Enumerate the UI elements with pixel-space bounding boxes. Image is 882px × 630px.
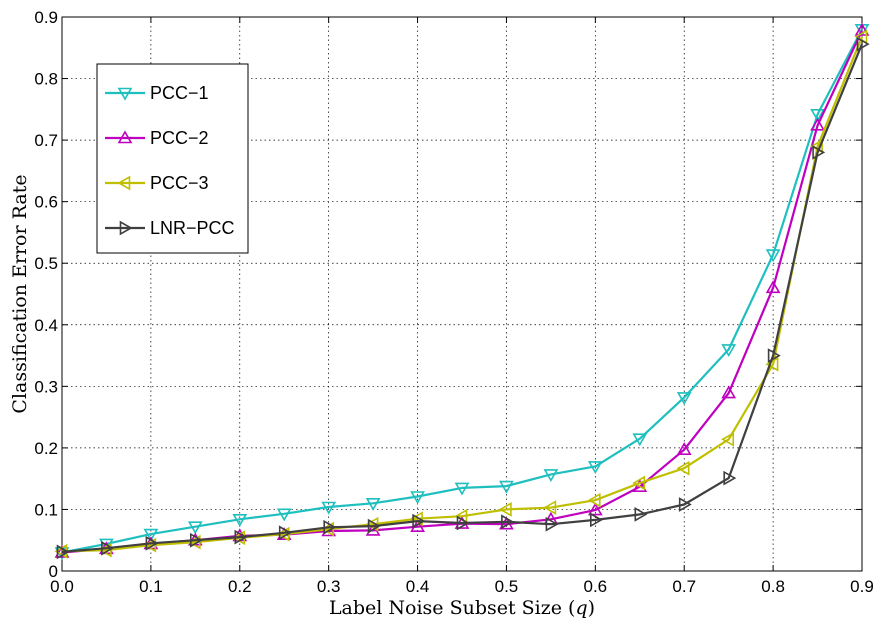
y-axis-ticks: 0 0.1 0.2 0.3 0.4 0.5 0.6 0.7 0.8 0.9 [34, 8, 862, 581]
data-point [501, 514, 515, 530]
y-tick-label: 0.5 [34, 254, 58, 273]
legend-label: PCC−1 [150, 83, 209, 103]
data-point [723, 470, 737, 486]
data-point [365, 497, 381, 511]
legend-item: PCC−1 [105, 83, 209, 103]
series-line [61, 28, 863, 554]
data-point [854, 22, 870, 36]
data-point [145, 535, 159, 551]
legend-label: LNR−PCC [150, 218, 235, 238]
legend-marker [117, 175, 131, 191]
y-tick-label: 0 [49, 562, 58, 581]
data-point [454, 482, 470, 496]
data-point [676, 392, 692, 406]
x-tick-label: 0.0 [50, 577, 74, 596]
data-point [234, 529, 248, 545]
data-point [276, 508, 292, 522]
data-point [232, 513, 248, 527]
data-point [367, 518, 381, 534]
legend-marker [117, 87, 133, 101]
data-point [410, 491, 425, 505]
data-point [321, 501, 337, 515]
y-tick-label: 0.4 [34, 316, 58, 335]
data-point [856, 36, 870, 52]
legend-item: PCC−3 [105, 173, 209, 193]
data-point [765, 356, 779, 372]
data-point [587, 502, 603, 516]
data-point [321, 521, 335, 537]
data-point [634, 507, 648, 522]
x-tick-label: 0.4 [406, 577, 430, 596]
x-tick-label: 0.7 [672, 577, 696, 596]
data-point [765, 280, 781, 294]
data-point [143, 537, 157, 553]
plot-frame [61, 16, 863, 572]
y-tick-label: 0.8 [34, 70, 58, 89]
data-point [767, 348, 781, 363]
data-point [632, 433, 648, 447]
x-tick-label: 0.8 [761, 577, 785, 596]
data-point [589, 512, 603, 528]
data-point [765, 249, 781, 263]
data-point [278, 525, 292, 541]
y-tick-label: 0.3 [34, 377, 58, 396]
data-point [98, 542, 112, 558]
data-point [721, 431, 735, 447]
data-point [721, 385, 737, 399]
x-tick-label: 0.6 [584, 577, 608, 596]
series-4 [56, 36, 870, 560]
y-tick-label: 0.7 [34, 131, 58, 150]
data-point [56, 544, 70, 560]
series-line [61, 43, 864, 553]
data-point [498, 502, 512, 517]
data-point [412, 513, 426, 529]
y-tick-label: 0.2 [34, 439, 58, 458]
data-point [499, 480, 514, 494]
data-point [323, 519, 337, 535]
x-tick-label: 0.2 [228, 577, 252, 596]
legend-label: PCC−2 [150, 128, 209, 148]
legend-item: LNR−PCC [105, 218, 235, 238]
y-tick-label: 0.1 [34, 500, 58, 519]
data-point [543, 500, 557, 515]
x-tick-label: 0.1 [139, 577, 163, 596]
data-point [810, 117, 825, 131]
data-point [456, 515, 470, 531]
data-point [678, 497, 692, 512]
data-point [143, 528, 159, 542]
data-point [721, 344, 737, 358]
data-point [676, 460, 690, 476]
data-point [543, 469, 559, 483]
y-axis-label: Classification Error Rate [9, 174, 31, 413]
data-point [545, 516, 559, 532]
data-point [101, 540, 115, 556]
data-point [812, 145, 826, 160]
legend-marker [117, 130, 133, 144]
y-tick-label: 0.9 [34, 8, 58, 27]
x-axis-ticks: 0.0 0.1 0.2 0.3 0.4 0.5 0.6 0.7 0.8 0.9 [50, 17, 874, 596]
y-tick-label: 0.6 [34, 193, 58, 212]
legend-marker [119, 220, 133, 236]
legend-item: PCC−2 [105, 128, 209, 148]
x-tick-label: 0.3 [317, 577, 341, 596]
x-axis-label: Label Noise Subset Size (q) [329, 597, 595, 619]
data-point [190, 532, 203, 548]
data-point [632, 479, 648, 493]
data-point [632, 475, 646, 491]
x-tick-label: 0.5 [495, 577, 519, 596]
data-point [676, 442, 692, 456]
x-tick-label: 0.9 [850, 577, 874, 596]
data-point [810, 109, 825, 122]
series-group [54, 22, 870, 561]
data-point [187, 534, 201, 550]
data-point [587, 461, 603, 475]
legend: PCC−1 PCC−2 PCC−3 LNR−PCC [96, 63, 249, 254]
series-line [61, 36, 864, 553]
data-point [187, 521, 203, 535]
data-point [587, 492, 601, 508]
legend-label: PCC−3 [150, 173, 209, 193]
